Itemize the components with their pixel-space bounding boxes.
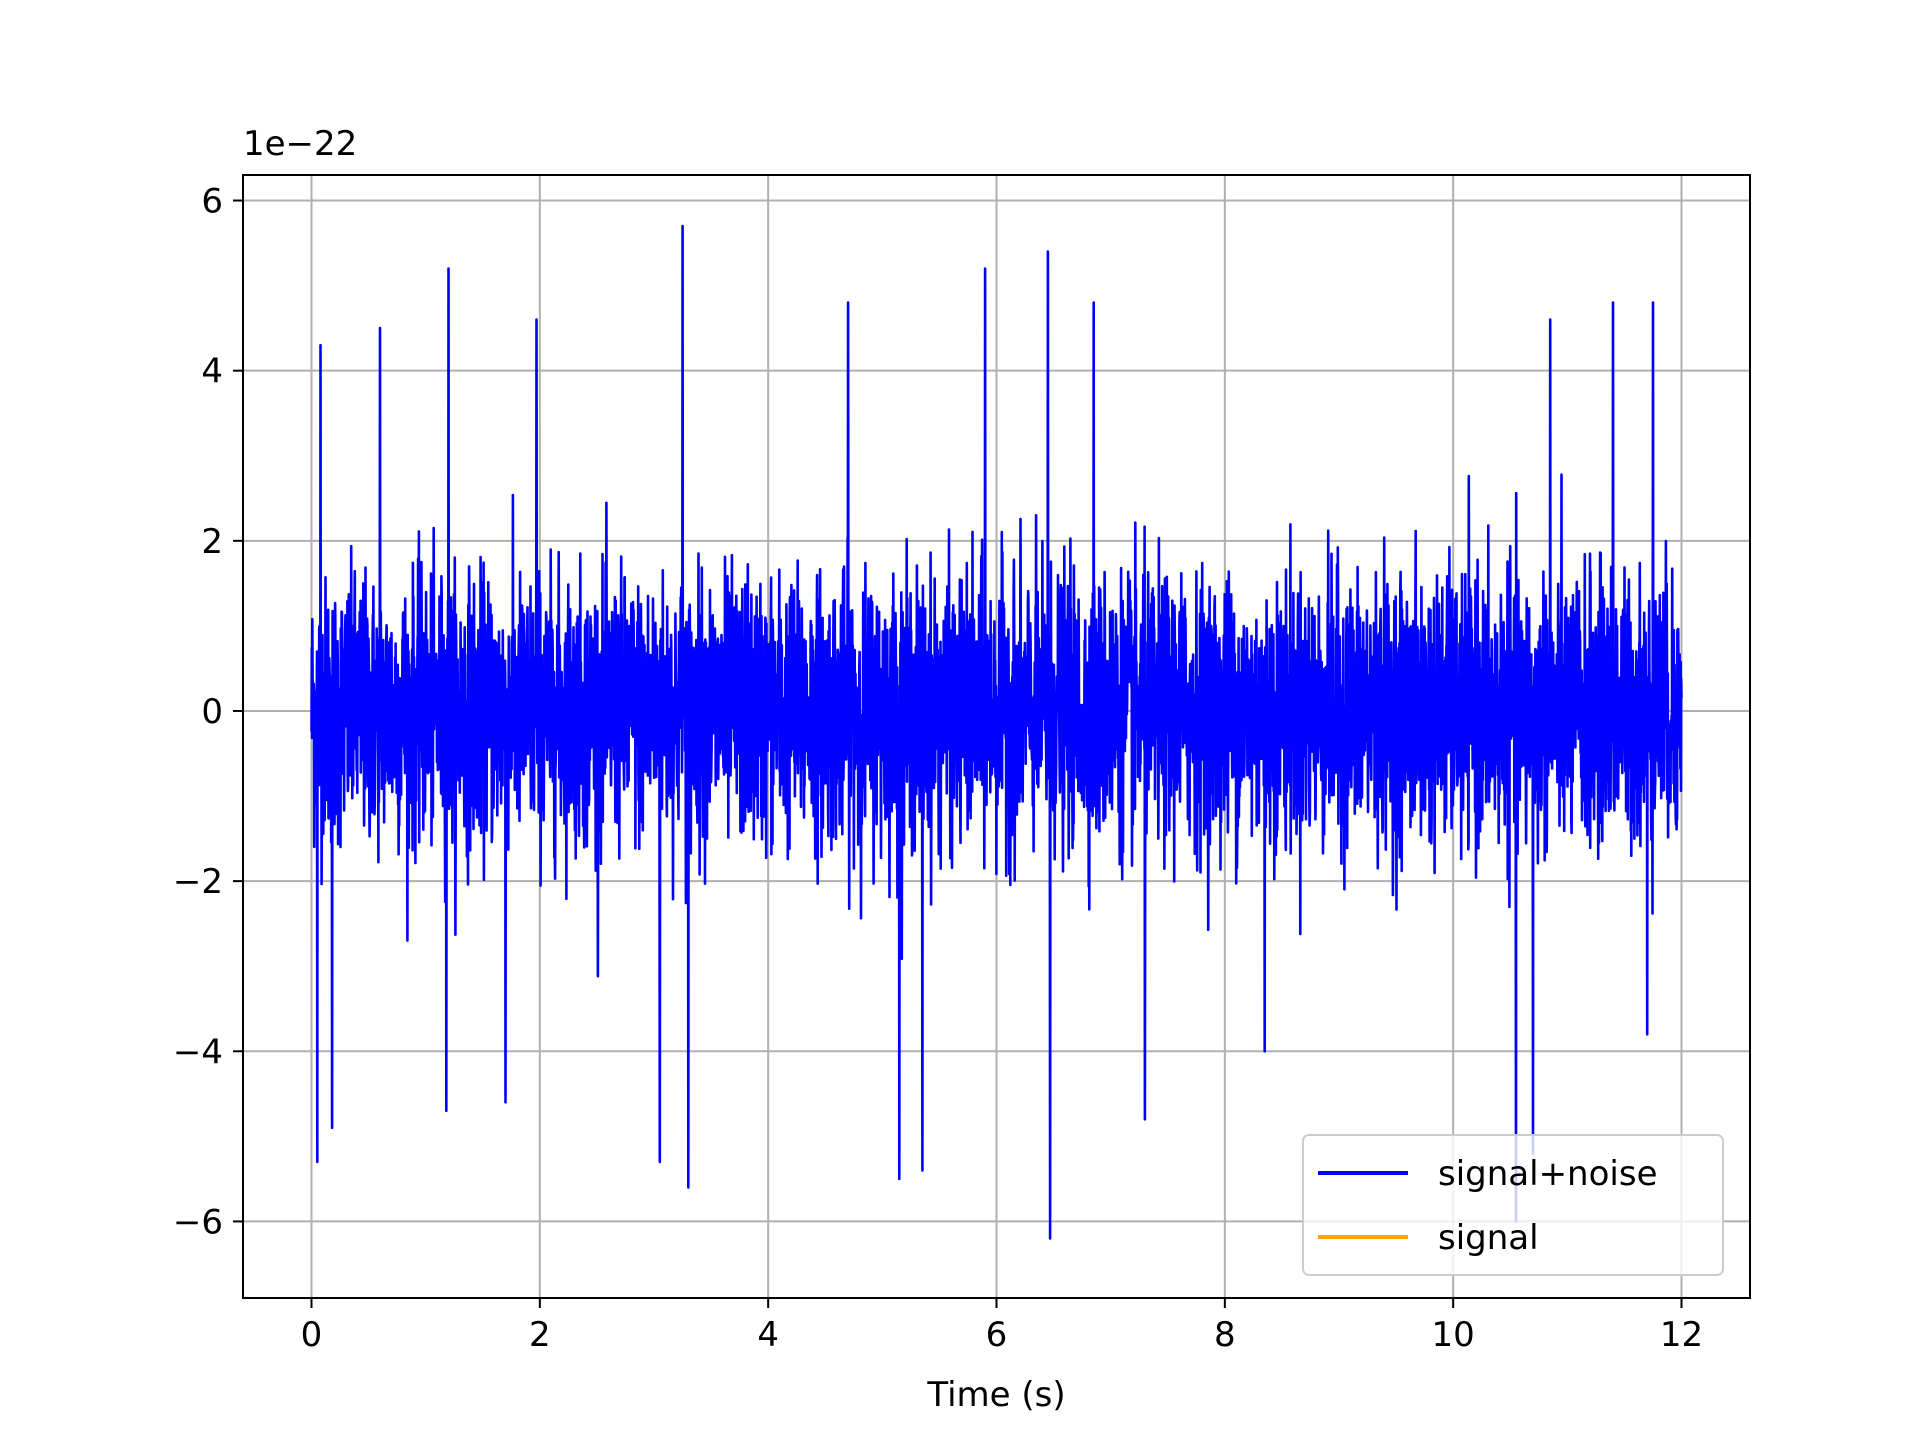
x-tick-label: 0 [301, 1315, 323, 1355]
y-offset-label: 1e−22 [243, 124, 357, 164]
y-tick-label: −2 [173, 862, 223, 902]
y-tick-label: 4 [201, 352, 223, 392]
x-tick-label: 12 [1660, 1315, 1703, 1355]
x-tick-label: 8 [1214, 1315, 1236, 1355]
legend-label-signal-noise: signal+noise [1438, 1154, 1658, 1194]
plot-area [310, 224, 1683, 1240]
x-tick-label: 2 [529, 1315, 551, 1355]
x-tick-label: 4 [757, 1315, 779, 1355]
y-tick-label: 6 [201, 182, 223, 222]
y-tick-label: −6 [173, 1202, 223, 1242]
y-tick-label: −4 [173, 1032, 223, 1072]
y-tick-label: 2 [201, 522, 223, 562]
legend-label-signal: signal [1438, 1218, 1539, 1258]
x-tick-label: 6 [986, 1315, 1008, 1355]
legend-box [1302, 1134, 1724, 1276]
y-tick-label: 0 [201, 692, 223, 732]
x-axis-label: Time (s) [926, 1375, 1065, 1415]
series-line-signal-noise [310, 224, 1683, 1240]
x-tick-label: 10 [1432, 1315, 1475, 1355]
tick-layer: 0 2 4 6 8 10 12 −6 −4 −2 0 2 4 6 [173, 182, 1703, 1355]
legend: signal+noise signal [1302, 1134, 1724, 1276]
